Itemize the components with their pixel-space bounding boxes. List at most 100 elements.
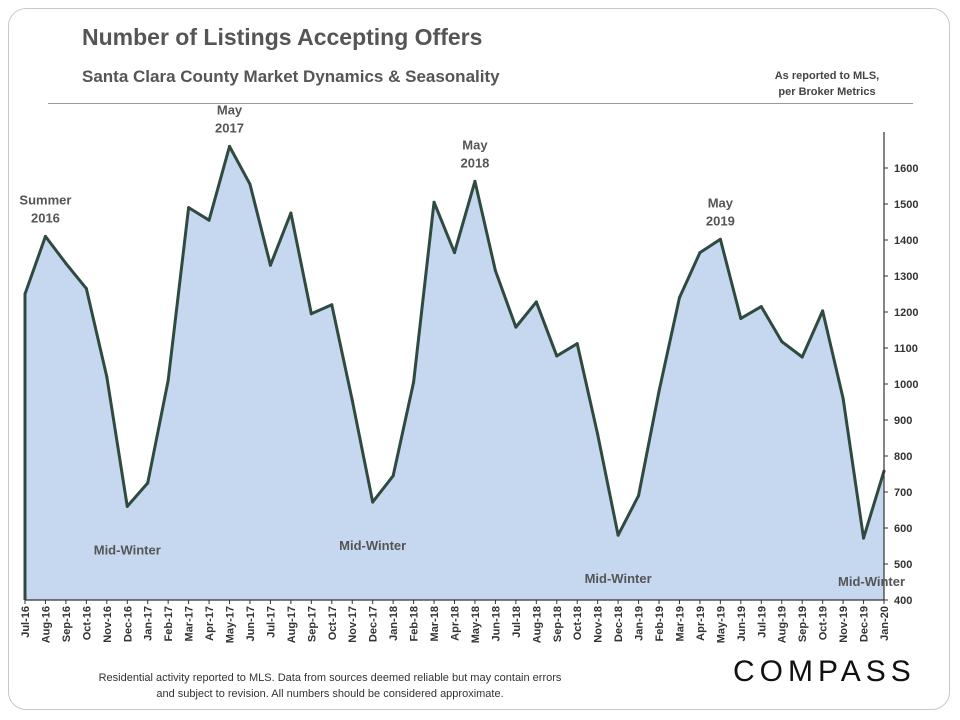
- data-point-Dec-17: [371, 500, 375, 504]
- annotation-text: Mid-Winter: [838, 574, 905, 589]
- footnote-line-1: Residential activity reported to MLS. Da…: [98, 672, 562, 684]
- x-tick-label: Aug-17: [286, 606, 298, 643]
- data-point-Apr-17: [207, 218, 211, 222]
- slide-frame: [8, 8, 950, 710]
- x-tick-label: Aug-18: [531, 606, 543, 643]
- data-point-Mar-17: [187, 206, 191, 210]
- data-point-Nov-18: [596, 432, 600, 436]
- x-tick-label: Aug-16: [40, 606, 52, 643]
- x-tick-label: Oct-16: [81, 606, 93, 640]
- source-note-line-1: As reported to MLS,: [774, 70, 880, 82]
- x-tick-label: Jun-18: [490, 606, 502, 641]
- x-tick-label: Dec-19: [859, 606, 871, 642]
- x-tick-label: Dec-16: [122, 606, 134, 642]
- data-point-Jul-16: [23, 292, 27, 296]
- annotation-may-2018: May 2018: [460, 137, 489, 170]
- source-note: As reported to MLS, per Broker Metrics: [742, 68, 912, 100]
- annotation-text: May: [217, 102, 243, 117]
- annotation-summer-2016: Summer 2016: [19, 192, 71, 225]
- chart-title: Number of Listings Accepting Offers: [82, 24, 483, 50]
- y-tick-label: 800: [894, 451, 912, 463]
- annotation-text: 2018: [460, 155, 489, 170]
- data-point-Jul-18: [514, 325, 518, 329]
- data-point-Sep-19: [800, 355, 804, 359]
- data-point-Oct-19: [821, 309, 825, 313]
- x-tick-label: May-18: [470, 606, 482, 643]
- data-point-Sep-18: [555, 354, 559, 358]
- y-tick-label: 400: [894, 595, 912, 607]
- x-tick-label: Jul-16: [20, 606, 32, 638]
- x-tick-label: Feb-19: [654, 606, 666, 641]
- x-tick-label: Sep-17: [306, 606, 318, 642]
- data-point-Jul-19: [759, 305, 763, 309]
- y-tick-label: 1400: [894, 235, 918, 247]
- x-tick-label: Sep-18: [552, 606, 564, 642]
- x-tick-label: Oct-17: [327, 606, 339, 640]
- data-point-Aug-16: [43, 234, 47, 238]
- x-tick-label: Aug-19: [777, 606, 789, 643]
- annotation-text: 2016: [31, 210, 60, 225]
- data-point-Oct-16: [84, 287, 88, 291]
- x-tick-label: Dec-18: [613, 606, 625, 642]
- x-tick-label: Oct-18: [572, 606, 584, 640]
- x-tick-label: Apr-19: [695, 606, 707, 641]
- data-point-Sep-17: [309, 312, 313, 316]
- x-tick-label: Nov-16: [102, 606, 114, 643]
- data-point-May-17: [228, 144, 232, 148]
- y-tick-label: 600: [894, 523, 912, 535]
- y-tick-label: 1000: [894, 379, 918, 391]
- x-tick-label: Sep-16: [61, 606, 73, 642]
- annotation-text: 2017: [215, 120, 244, 135]
- annotation-text: Summer: [19, 192, 71, 207]
- data-point-Dec-19: [862, 536, 866, 540]
- annotation-mid-winter: Mid-Winter: [838, 574, 905, 589]
- annotation-text: 2019: [706, 213, 735, 228]
- data-point-Aug-17: [289, 211, 293, 215]
- x-tick-label: Jul-19: [756, 606, 768, 638]
- data-point-Nov-17: [350, 398, 354, 402]
- y-tick-label: 900: [894, 415, 912, 427]
- footnote-line-2: and subject to revision. All numbers sho…: [156, 688, 504, 700]
- data-point-Dec-18: [616, 533, 620, 537]
- data-point-Jun-19: [739, 316, 743, 320]
- x-tick-label: Feb-18: [409, 606, 421, 641]
- annotation-text: May: [462, 137, 488, 152]
- annotation-mid-winter: Mid-Winter: [585, 571, 652, 586]
- data-point-Aug-19: [780, 340, 784, 344]
- annotation-text: Mid-Winter: [339, 538, 406, 553]
- data-point-Mar-19: [677, 296, 681, 300]
- data-point-Apr-19: [698, 251, 702, 255]
- x-tick-label: Apr-18: [450, 606, 462, 641]
- x-tick-label: Jul-18: [511, 606, 523, 638]
- x-tick-label: Mar-17: [184, 606, 196, 641]
- x-tick-label: Nov-19: [838, 606, 850, 643]
- annotation-may-2017: May 2017: [215, 102, 244, 135]
- y-tick-label: 700: [894, 487, 912, 499]
- x-tick-label: Mar-19: [674, 606, 686, 641]
- data-point-Dec-16: [125, 504, 129, 508]
- data-point-Oct-18: [575, 342, 579, 346]
- annotation-may-2019: May 2019: [706, 195, 735, 228]
- data-point-Apr-18: [453, 251, 456, 255]
- x-tick-label: Jan-19: [634, 606, 646, 641]
- annotation-mid-winter: Mid-Winter: [94, 542, 161, 557]
- data-point-Aug-18: [534, 300, 538, 304]
- x-tick-label: Feb-17: [163, 606, 175, 641]
- annotation-text: Mid-Winter: [94, 542, 161, 557]
- annotation-mid-winter: Mid-Winter: [339, 538, 406, 553]
- x-tick-label: May-19: [715, 606, 727, 643]
- x-tick-label: Jul-17: [265, 606, 277, 638]
- x-tick-label: Oct-19: [818, 606, 830, 640]
- x-tick-label: May-17: [225, 606, 237, 643]
- y-tick-label: 1300: [894, 271, 918, 283]
- data-point-Jan-17: [146, 481, 150, 485]
- x-tick-label: Nov-17: [347, 606, 359, 643]
- x-tick-label: Sep-19: [797, 606, 809, 642]
- y-tick-label: 1200: [894, 307, 918, 319]
- x-tick-label: Jan-20: [879, 606, 891, 641]
- data-point-Nov-16: [105, 375, 109, 379]
- x-tick-label: Mar-18: [429, 606, 441, 641]
- x-tick-label: Jan-17: [143, 606, 155, 641]
- x-tick-label: Jun-17: [245, 606, 257, 641]
